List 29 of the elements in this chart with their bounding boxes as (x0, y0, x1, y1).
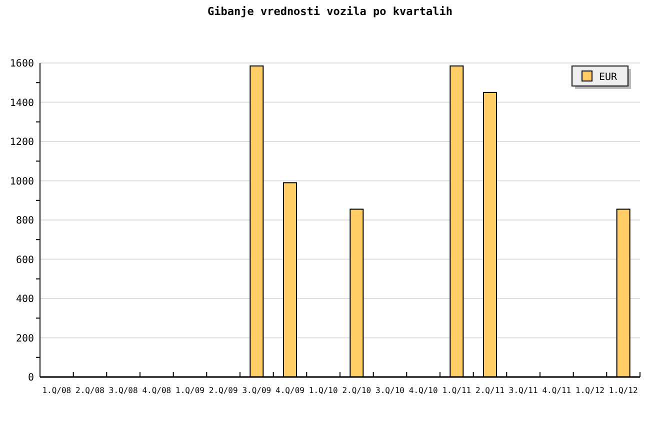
y-tick-label: 1600 (10, 58, 34, 70)
y-tick-label: 1400 (10, 98, 34, 109)
y-tick-label: 1200 (10, 137, 34, 148)
y-tick-label: 400 (16, 294, 34, 305)
y-tick-label: 0 (28, 372, 34, 384)
x-tick-label: 3.Q/11 (508, 386, 538, 395)
y-tick-label: 800 (16, 216, 34, 226)
x-tick-label: 2.Q/10 (342, 386, 372, 395)
x-tick-label: 4.Q/08 (142, 386, 172, 395)
y-tick-label: 1000 (10, 176, 34, 188)
x-tick-label: 1.Q/09 (176, 386, 205, 395)
legend-label: EUR (599, 72, 618, 83)
x-tick-label: 1.Q/08 (42, 386, 72, 395)
x-tick-label: 4.Q/09 (276, 386, 305, 395)
x-tick-label: 4.Q/11 (542, 386, 572, 395)
x-tick-label: 2.Q/08 (76, 386, 105, 395)
x-tick-label: 1.Q/11 (442, 386, 472, 395)
x-tick-label: 1.Q/10 (308, 386, 338, 395)
x-tick-label: 3.Q/08 (108, 386, 138, 395)
y-tick-label: 200 (16, 333, 34, 344)
y-tick-label: 600 (16, 254, 34, 266)
x-tick-label: 4.Q/10 (408, 386, 438, 395)
x-tick-label: 1.Q/12 (608, 386, 638, 395)
x-tick-label: 3.Q/09 (242, 386, 272, 395)
chart-title: Gibanje vrednosti vozila po kvartalih (207, 5, 453, 18)
x-tick-label: 2.Q/11 (476, 386, 505, 395)
x-tick-label: 2.Q/09 (208, 386, 238, 395)
x-tick-label: 1.Q/12 (576, 386, 605, 395)
x-tick-label: 3.Q/10 (376, 386, 405, 395)
